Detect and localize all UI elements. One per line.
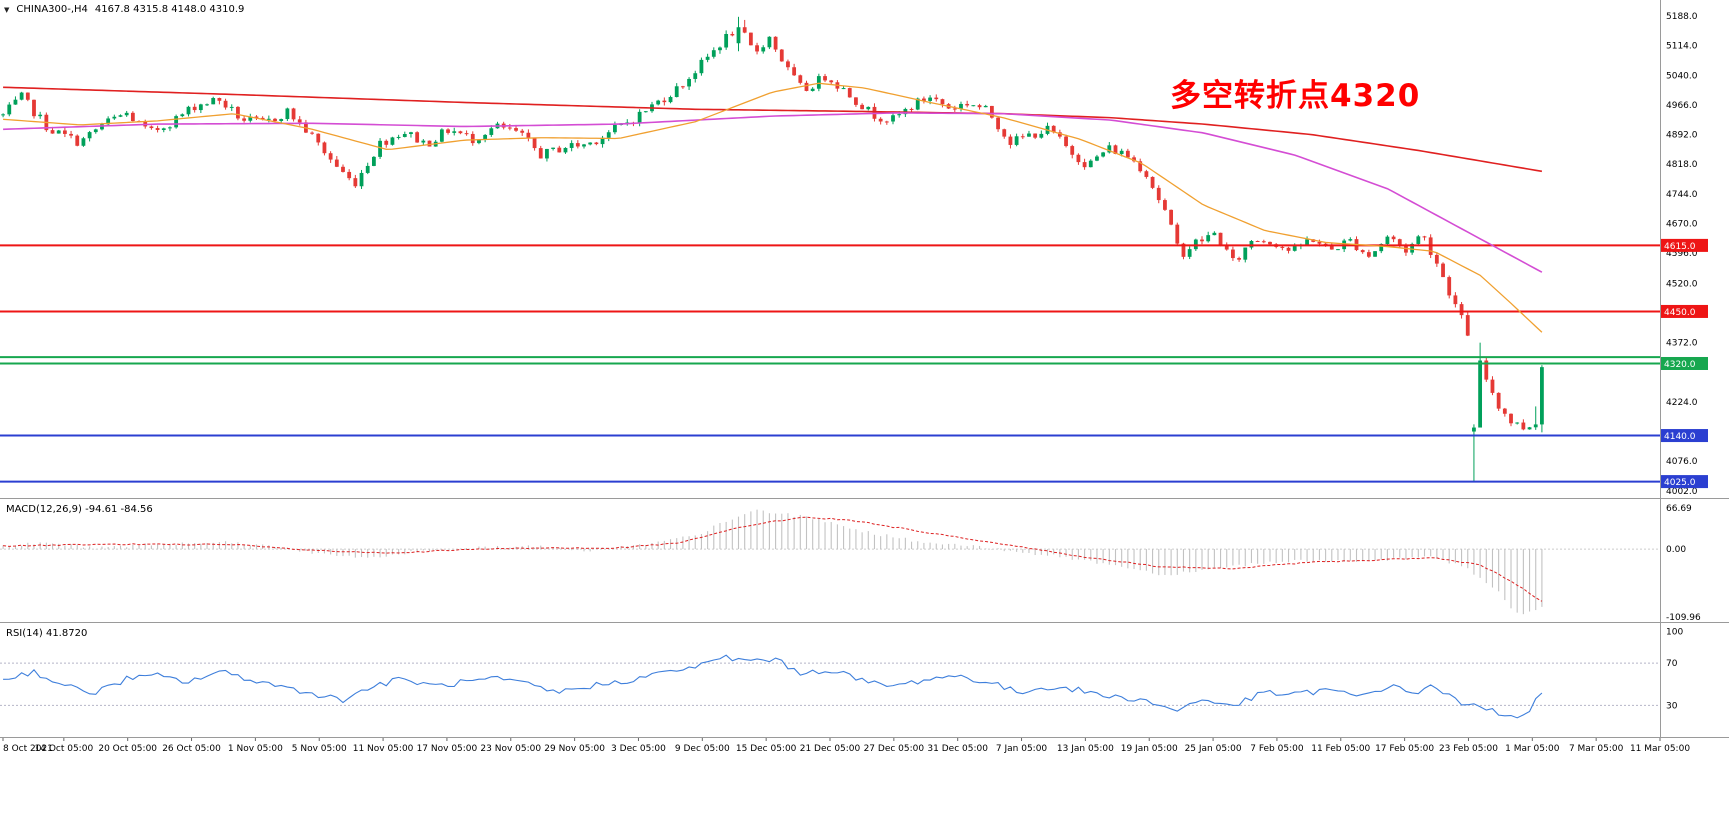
svg-text:4320.0: 4320.0: [1664, 360, 1696, 370]
svg-text:100: 100: [1666, 627, 1683, 637]
svg-text:4670.0: 4670.0: [1666, 219, 1698, 229]
svg-text:11 Feb 05:00: 11 Feb 05:00: [1311, 744, 1370, 754]
rsi-panel: [0, 654, 1660, 719]
ma-red-line: [3, 86, 1543, 173]
svg-text:-109.96: -109.96: [1666, 613, 1701, 623]
price-badge: [1661, 356, 1708, 370]
svg-text:4596.0: 4596.0: [1666, 249, 1698, 259]
macd-indicator-label: MACD(12,26,9) -94.61 -84.56: [6, 504, 153, 515]
svg-text:7 Mar 05:00: 7 Mar 05:00: [1569, 744, 1624, 754]
svg-text:26 Oct 05:00: 26 Oct 05:00: [162, 744, 221, 754]
rsi-indicator-label: RSI(14) 41.8720: [6, 628, 88, 639]
svg-text:1 Nov 05:00: 1 Nov 05:00: [228, 744, 283, 754]
panel-separators: [0, 0, 1729, 738]
svg-text:4140.0: 4140.0: [1664, 432, 1696, 442]
horizontal-level-lines[interactable]: [0, 244, 1660, 483]
svg-text:4450.0: 4450.0: [1664, 308, 1696, 318]
svg-text:25 Jan 05:00: 25 Jan 05:00: [1185, 744, 1242, 754]
svg-text:0.00: 0.00: [1666, 545, 1686, 555]
svg-text:11 Mar 05:00: 11 Mar 05:00: [1630, 744, 1690, 754]
svg-text:4025.0: 4025.0: [1664, 478, 1696, 488]
ma-magenta-line: [3, 112, 1543, 273]
svg-text:19 Jan 05:00: 19 Jan 05:00: [1121, 744, 1178, 754]
svg-text:23 Feb 05:00: 23 Feb 05:00: [1439, 744, 1498, 754]
svg-text:5040.0: 5040.0: [1666, 71, 1698, 81]
svg-text:66.69: 66.69: [1666, 504, 1692, 514]
annotation-text[interactable]: 多空转折点4320: [1170, 78, 1421, 114]
macd-panel: [0, 509, 1660, 615]
svg-text:11 Nov 05:00: 11 Nov 05:00: [353, 744, 414, 754]
svg-text:7 Feb 05:00: 7 Feb 05:00: [1250, 744, 1304, 754]
svg-text:4224.0: 4224.0: [1666, 398, 1698, 408]
svg-text:4372.0: 4372.0: [1666, 339, 1698, 349]
svg-text:13 Jan 05:00: 13 Jan 05:00: [1057, 744, 1114, 754]
svg-text:70: 70: [1666, 659, 1678, 669]
symbol-dropdown-icon[interactable]: ▼: [4, 5, 10, 14]
svg-text:4966.0: 4966.0: [1666, 101, 1698, 111]
svg-text:4520.0: 4520.0: [1666, 279, 1698, 289]
svg-text:5 Nov 05:00: 5 Nov 05:00: [292, 744, 347, 754]
svg-text:17 Nov 05:00: 17 Nov 05:00: [417, 744, 478, 754]
ma-orange-line: [3, 82, 1543, 333]
svg-text:8 Oct 2021: 8 Oct 2021: [3, 744, 53, 754]
svg-text:15 Dec 05:00: 15 Dec 05:00: [736, 744, 797, 754]
svg-text:29 Nov 05:00: 29 Nov 05:00: [544, 744, 605, 754]
svg-text:4744.0: 4744.0: [1666, 190, 1698, 200]
candlestick-series: [1, 16, 1544, 482]
price-axis[interactable]: 5188.0 5114.0 5040.0 4966.0 4892.0 4818.0 4744…: [1661, 12, 1708, 711]
svg-text:1 Mar 05:00: 1 Mar 05:00: [1505, 744, 1560, 754]
svg-text:4615.0: 4615.0: [1664, 242, 1696, 252]
rsi-line: [3, 654, 1543, 719]
svg-text:4002.0: 4002.0: [1666, 487, 1698, 497]
price-badge: [1661, 475, 1708, 489]
svg-text:7 Jan 05:00: 7 Jan 05:00: [996, 744, 1048, 754]
chart-header: ▼ CHINA300-,H4 4167.8 4315.8 4148.0 4310…: [4, 4, 244, 15]
svg-text:17 Feb 05:00: 17 Feb 05:00: [1375, 744, 1434, 754]
svg-text:5114.0: 5114.0: [1666, 42, 1698, 52]
symbol-timeframe-label: CHINA300-,H4: [16, 4, 88, 15]
svg-text:20 Oct 05:00: 20 Oct 05:00: [98, 744, 157, 754]
svg-text:4892.0: 4892.0: [1666, 131, 1698, 141]
svg-text:9 Dec 05:00: 9 Dec 05:00: [675, 744, 730, 754]
svg-text:5188.0: 5188.0: [1666, 12, 1698, 22]
svg-text:21 Dec 05:00: 21 Dec 05:00: [800, 744, 861, 754]
macd-signal-line: [3, 516, 1543, 602]
price-badge: [1661, 238, 1708, 252]
price-badge: [1661, 304, 1708, 318]
svg-text:23 Nov 05:00: 23 Nov 05:00: [480, 744, 541, 754]
svg-text:4076.0: 4076.0: [1666, 457, 1698, 467]
ohlc-values: 4167.8 4315.8 4148.0 4310.9: [94, 4, 245, 15]
svg-text:27 Dec 05:00: 27 Dec 05:00: [864, 744, 925, 754]
price-badge: [1661, 429, 1708, 443]
svg-text:31 Dec 05:00: 31 Dec 05:00: [927, 744, 988, 754]
svg-text:3 Dec 05:00: 3 Dec 05:00: [611, 744, 666, 754]
svg-text:30: 30: [1666, 701, 1678, 711]
svg-text:4818.0: 4818.0: [1666, 160, 1698, 170]
svg-text:14 Oct 05:00: 14 Oct 05:00: [35, 744, 94, 754]
